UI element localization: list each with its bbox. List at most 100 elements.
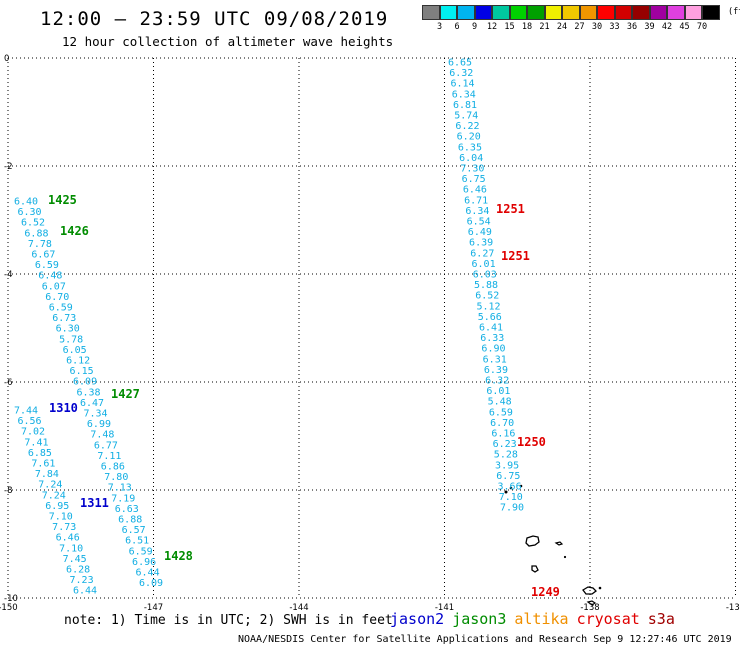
wave-height-value: 7.13 (108, 483, 132, 494)
wave-height-value: 7.84 (35, 469, 59, 480)
pass-number-label: 1251 (496, 202, 525, 216)
longitude-tick-label: -138 (580, 603, 599, 613)
wave-height-value: 6.22 (455, 121, 479, 132)
wave-height-value: 6.14 (450, 79, 474, 90)
color-scale-label: 9 (471, 22, 478, 32)
latitude-tick-label: -6 (4, 378, 12, 388)
island-shape (554, 541, 564, 546)
wave-height-value: 6.90 (481, 344, 505, 355)
color-scale-bar (422, 5, 720, 20)
wave-height-value: 7.24 (42, 490, 66, 501)
latitude-tick-label: -8 (4, 486, 12, 496)
map-subtitle: 12 hour collection of altimeter wave hei… (62, 34, 394, 49)
wave-height-value: 5.66 (478, 312, 502, 323)
wave-height-value: 6.30 (17, 207, 41, 218)
wave-height-value: 5.48 (488, 397, 512, 408)
island-shape (586, 600, 597, 606)
color-swatch (492, 5, 510, 20)
island-dot (563, 555, 567, 559)
wave-height-value: 6.12 (66, 356, 90, 367)
island-shape (525, 535, 540, 547)
wave-height-value: 6.38 (77, 387, 101, 398)
island-dot (598, 586, 602, 590)
color-scale-label: 24 (556, 22, 568, 32)
wave-height-value: 6.46 (463, 185, 487, 196)
wave-height-value: 5.28 (494, 450, 518, 461)
wave-height-value: 6.03 (473, 270, 497, 281)
pass-labels: 1425 1426 1427 1428 1310 1311 1251 1251 1250 1249 (48, 193, 560, 599)
island-dot (509, 486, 513, 490)
wave-height-value: 6.59 (35, 260, 59, 271)
wave-height-value: 7.19 (111, 493, 135, 504)
wave-height-value: 6.70 (45, 292, 69, 303)
wave-height-value: 6.32 (485, 376, 509, 387)
wave-height-value: 6.57 (122, 525, 146, 536)
satellite-legend: jason2 jason3 altika cryosat s3a (390, 610, 683, 628)
island-shape (582, 586, 597, 595)
wave-height-value: 6.75 (496, 471, 520, 482)
footnote: note: 1) Time is in UTC; 2) SWH is in fe… (64, 613, 393, 628)
pass-number-label: 1250 (517, 435, 546, 449)
wave-height-value: 6.31 (483, 354, 507, 365)
wave-height-value: 6.33 (480, 333, 504, 344)
wave-height-value: 7.78 (28, 239, 52, 250)
color-swatch (474, 5, 492, 20)
wave-height-value: 6.77 (94, 440, 118, 451)
pass-number-label: 1310 (49, 401, 78, 415)
wave-height-value: 6.54 (467, 217, 491, 228)
pass-number-label: 1427 (111, 387, 140, 401)
pass-number-label: 1425 (48, 193, 77, 207)
color-swatch (579, 5, 597, 20)
longitude-tick-label: -147 (144, 603, 163, 613)
wave-height-value: 6.52 (21, 218, 45, 229)
pass-number-label: 1426 (60, 224, 89, 238)
color-scale-label: 15 (504, 22, 515, 32)
credit-line: NOAA/NESDIS Center for Satellite Applica… (238, 634, 732, 645)
color-scale-label: 42 (661, 22, 673, 32)
map-axis-ticks: -150 -147 -144 -141 -138 -135 0 -2 -4 -6 -8 -10 (0, 54, 740, 613)
color-swatch (562, 5, 580, 20)
wave-height-value: 6.96 (132, 557, 156, 568)
wave-height-value: 6.32 (449, 68, 473, 79)
wave-height-value: 7.61 (31, 459, 55, 470)
color-scale-label: 3 (436, 22, 443, 32)
wave-height-value: 6.48 (38, 271, 62, 282)
wave-height-value: 7.10 (59, 543, 83, 554)
island-dot (504, 490, 508, 494)
wave-height-value: 6.56 (17, 416, 41, 427)
wave-height-value: 6.51 (125, 536, 149, 547)
wave-height-value: 3.95 (495, 460, 519, 471)
island-shape (531, 565, 539, 573)
latitude-tick-label: -2 (4, 162, 12, 172)
wave-height-value: 6.46 (56, 533, 80, 544)
wave-height-value: 6.86 (101, 462, 125, 473)
wave-height-value: 5.74 (454, 111, 478, 122)
wave-height-value: 7.90 (500, 503, 524, 514)
color-swatch (667, 5, 685, 20)
wave-height-value: 5.78 (59, 334, 83, 345)
color-scale-label: 36 (626, 22, 638, 32)
wave-height-value: 7.73 (52, 522, 76, 533)
wave-height-value: 6.47 (80, 398, 104, 409)
color-swatch (702, 5, 720, 20)
color-scale-label: 21 (539, 22, 550, 32)
wave-height-value: 7.10 (49, 512, 73, 523)
wave-height-value: 6.52 (475, 291, 499, 302)
longitude-tick-label: -144 (289, 603, 308, 613)
wave-height-value: 6.09 (73, 377, 97, 388)
wave-height-value: 6.15 (70, 366, 94, 377)
wave-height-value: 6.34 (452, 89, 476, 100)
color-swatch (457, 5, 475, 20)
satellite-legend-item: jason2 (390, 610, 445, 628)
color-scale-label: 39 (644, 22, 655, 32)
color-scale-label: 12 (486, 22, 498, 32)
satellite-legend-item: cryosat (576, 610, 640, 628)
longitude-tick-label: -135 (726, 603, 740, 613)
wave-height-value: 7.34 (83, 409, 107, 420)
wave-height-value: 6.39 (484, 365, 508, 376)
wave-height-value: 6.07 (42, 281, 66, 292)
color-scale-label: 70 (696, 22, 708, 32)
color-scale-label: 18 (521, 22, 533, 32)
wave-height-value: 6.05 (63, 345, 87, 356)
